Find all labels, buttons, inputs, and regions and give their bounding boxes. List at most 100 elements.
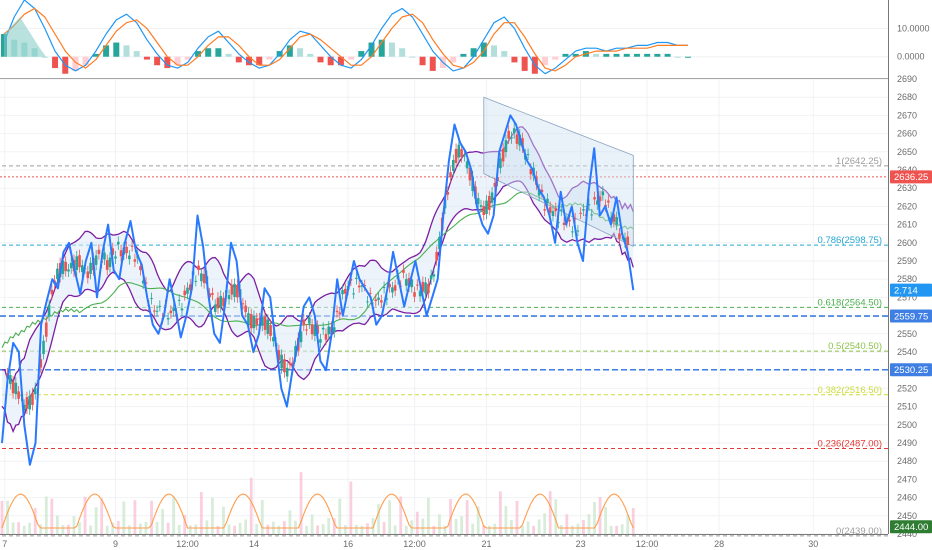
time-tick-label: 12:00	[403, 539, 426, 549]
fib-level-label: 0(2439.00)	[836, 526, 882, 537]
osc-tick-label: 0.0000	[897, 52, 925, 62]
price-tick-label: 2690	[897, 74, 917, 84]
volume-bar	[559, 525, 563, 534]
candle-body	[94, 255, 98, 265]
candle-body	[208, 293, 211, 298]
volume-bar	[205, 520, 209, 534]
candle-body	[263, 316, 267, 330]
candle-body	[133, 259, 137, 262]
time-tick-label: 30	[808, 539, 818, 549]
volume-bar	[17, 522, 21, 534]
candle-body	[352, 293, 355, 295]
histogram-bar	[460, 53, 467, 57]
volume-bar	[89, 525, 92, 534]
volume-bar	[426, 497, 430, 534]
candle-body	[590, 214, 594, 216]
histogram-bar	[613, 53, 620, 57]
volume-bar	[487, 525, 491, 534]
candle-body	[380, 300, 383, 303]
candle-body	[28, 395, 31, 410]
candle-body	[31, 393, 34, 405]
candle-body	[460, 149, 463, 158]
candle-body	[219, 295, 223, 308]
price-tag	[890, 283, 932, 297]
volume-bar	[631, 508, 635, 534]
histogram-bar	[654, 53, 661, 57]
fibonacci-levels: 1(2642.25) 0.786(2598.75) 0.618(2564.50) 0.…	[0, 156, 888, 537]
volume-bar	[415, 511, 419, 534]
macd-line	[3, 0, 688, 75]
candle-body	[335, 310, 339, 313]
volume-bar	[498, 491, 502, 534]
price-tag-label: 2636.25	[894, 172, 928, 183]
candle-body	[452, 159, 455, 171]
candle-body	[17, 391, 20, 399]
candle-body	[404, 279, 408, 286]
candle-body	[260, 316, 264, 326]
volume-bar	[44, 496, 48, 534]
candle-body	[598, 196, 602, 202]
price-tick-label: 2540	[897, 347, 917, 357]
volume-bar	[194, 524, 198, 534]
price-tick-label: 2490	[897, 438, 917, 448]
histogram-bar	[246, 56, 253, 66]
volume-bar	[0, 501, 4, 534]
candle-body	[493, 182, 497, 187]
candle-body	[166, 317, 170, 320]
volume-bar	[72, 516, 76, 534]
price-tag	[890, 309, 932, 323]
candle-body	[197, 265, 200, 271]
price-tick-label: 2660	[897, 129, 917, 139]
price-tick-label: 2680	[897, 92, 917, 102]
candle-body	[50, 289, 54, 295]
candle-body	[169, 310, 173, 314]
price-tick-label: 2520	[897, 383, 917, 393]
price-tick-label: 2650	[897, 147, 917, 157]
candle-body	[194, 280, 198, 282]
candle-body	[435, 251, 438, 261]
candle-body	[78, 255, 81, 268]
candle-body	[144, 282, 148, 284]
time-tick-label: 9	[113, 539, 118, 549]
candle-body	[64, 261, 67, 272]
volume-bar	[443, 525, 447, 534]
volume-bar	[111, 522, 115, 534]
candle-body	[108, 257, 112, 267]
volume-bar	[393, 525, 397, 534]
histogram-bar	[174, 56, 181, 66]
candle-body	[587, 204, 591, 206]
candle-body	[543, 209, 546, 211]
candle-body	[338, 312, 342, 315]
candle-body	[615, 217, 618, 225]
candle-body	[241, 303, 245, 305]
volume-bar	[620, 524, 624, 534]
volume-bar	[515, 500, 519, 534]
volume-bar	[150, 500, 153, 534]
lower-band-line	[1, 180, 634, 434]
candle-body	[413, 292, 416, 297]
volume-bar	[576, 523, 580, 534]
time-axis[interactable]: 7 9 12:00 14 16 12:00 21 23 12:00 28 30	[0, 534, 888, 550]
candle-body	[515, 134, 519, 144]
histogram-bar	[664, 53, 671, 57]
histogram-bar	[480, 42, 487, 57]
price-tick-label: 2480	[897, 456, 917, 466]
candle-body	[360, 285, 364, 287]
candle-body	[139, 266, 142, 271]
price-line	[1, 114, 635, 466]
candle-body	[111, 248, 115, 255]
candle-body	[11, 381, 15, 394]
volume-bar	[83, 496, 87, 534]
volume-bar	[199, 491, 203, 534]
histogram-bar	[542, 56, 549, 66]
histogram-bar	[593, 53, 600, 57]
candle-body	[374, 299, 378, 302]
candle-body	[39, 359, 43, 368]
volume-bar	[327, 517, 331, 534]
candle-body	[410, 279, 414, 288]
histogram-bar	[205, 48, 212, 57]
price-line	[1, 114, 635, 466]
candle-body	[385, 298, 389, 300]
candle-body	[366, 301, 369, 303]
